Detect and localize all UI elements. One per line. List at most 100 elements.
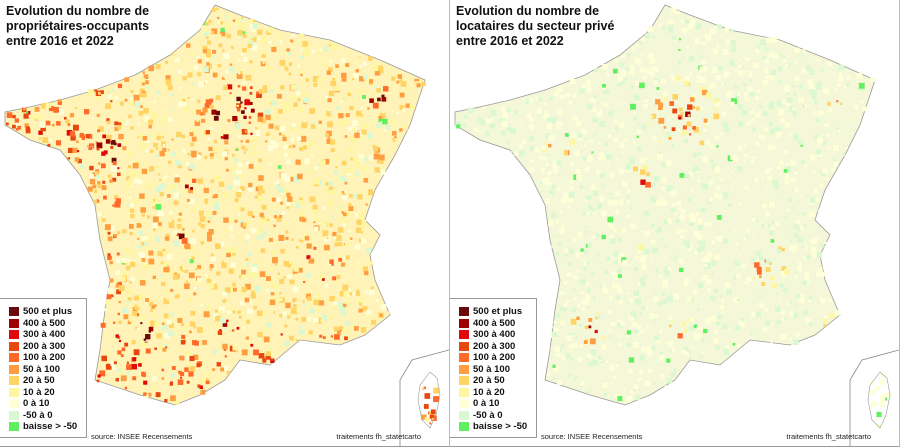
commune-cell — [337, 301, 343, 307]
commune-cell — [697, 152, 702, 156]
map-panel-renters: Evolution du nombre de locataires du sec… — [450, 0, 900, 447]
commune-cell — [348, 229, 352, 233]
commune-cell — [373, 153, 380, 160]
commune-cell — [164, 333, 170, 339]
commune-cell — [354, 161, 360, 167]
commune-cell — [763, 79, 769, 85]
commune-cell — [160, 273, 164, 277]
commune-cell — [280, 248, 285, 254]
commune-cell — [306, 243, 312, 249]
commune-cell — [223, 217, 229, 223]
commune-cell — [699, 355, 703, 358]
commune-cell — [348, 288, 351, 292]
commune-cell — [817, 142, 821, 146]
commune-cell — [252, 169, 257, 174]
commune-cell — [103, 195, 107, 200]
commune-cell — [545, 163, 549, 166]
commune-cell — [575, 269, 579, 273]
commune-cell — [635, 43, 640, 48]
commune-cell — [836, 127, 840, 131]
commune-cell — [697, 75, 701, 79]
commune-cell — [178, 69, 183, 74]
commune-cell — [265, 276, 271, 282]
commune-cell — [723, 71, 730, 78]
commune-cell — [703, 118, 708, 123]
commune-cell — [697, 179, 701, 183]
commune-cell — [110, 165, 117, 172]
commune-cell — [722, 323, 728, 329]
commune-cell — [298, 147, 303, 152]
commune-cell — [738, 104, 743, 110]
commune-cell — [245, 148, 248, 151]
commune-cell — [195, 154, 201, 160]
commune-cell — [794, 60, 798, 64]
commune-cell — [204, 198, 209, 203]
commune-cell — [289, 261, 295, 267]
commune-cell — [265, 114, 271, 121]
legend-label: 400 à 500 — [473, 317, 516, 329]
commune-cell — [72, 147, 78, 153]
commune-cell — [300, 56, 304, 60]
commune-cell — [129, 208, 135, 213]
commune-cell — [605, 103, 609, 108]
commune-cell — [153, 199, 156, 202]
commune-cell — [300, 135, 307, 142]
commune-cell — [323, 45, 329, 51]
commune-cell — [668, 324, 672, 328]
commune-cell — [258, 185, 264, 191]
commune-cell — [591, 235, 596, 239]
commune-cell — [556, 313, 561, 318]
commune-cell — [714, 165, 720, 171]
title-line: Evolution du nombre de — [456, 4, 600, 18]
commune-cell — [699, 77, 706, 83]
commune-cell — [116, 252, 120, 256]
commune-cell — [553, 365, 560, 371]
commune-cell — [666, 132, 671, 137]
commune-cell — [189, 238, 196, 245]
commune-cell — [285, 230, 289, 234]
commune-cell — [326, 70, 331, 75]
commune-cell — [626, 291, 630, 295]
commune-cell — [217, 64, 222, 68]
commune-cell — [145, 334, 151, 340]
commune-cell — [804, 105, 807, 109]
commune-cell — [131, 363, 138, 370]
commune-cell — [133, 94, 140, 101]
commune-cell — [321, 221, 328, 227]
commune-cell — [627, 213, 631, 218]
commune-cell — [141, 168, 148, 175]
commune-cell — [646, 172, 651, 177]
commune-cell — [309, 308, 315, 314]
commune-cell — [143, 393, 149, 399]
legend-label: 0 à 10 — [23, 398, 50, 410]
commune-cell — [130, 276, 135, 282]
commune-cell — [423, 386, 427, 390]
commune-cell — [583, 266, 588, 271]
commune-cell — [183, 106, 189, 112]
commune-cell — [189, 365, 196, 372]
commune-cell — [118, 285, 125, 292]
commune-cell — [463, 114, 468, 119]
commune-cell — [151, 113, 158, 120]
commune-cell — [160, 281, 166, 287]
commune-cell — [391, 110, 394, 113]
commune-cell — [602, 382, 608, 388]
commune-cell — [683, 281, 688, 287]
commune-cell — [275, 210, 279, 214]
commune-cell — [700, 241, 706, 247]
commune-cell — [759, 255, 764, 261]
commune-cell — [339, 218, 346, 224]
commune-cell — [483, 106, 486, 109]
commune-cell — [782, 287, 788, 293]
commune-cell — [219, 146, 223, 150]
commune-cell — [285, 236, 289, 241]
commune-cell — [124, 386, 128, 390]
commune-cell — [205, 36, 209, 39]
commune-cell — [235, 343, 239, 346]
commune-cell — [245, 257, 249, 261]
commune-cell — [756, 266, 762, 272]
commune-cell — [159, 150, 165, 157]
commune-cell — [640, 169, 646, 175]
commune-cell — [342, 257, 346, 260]
commune-cell — [165, 71, 168, 74]
